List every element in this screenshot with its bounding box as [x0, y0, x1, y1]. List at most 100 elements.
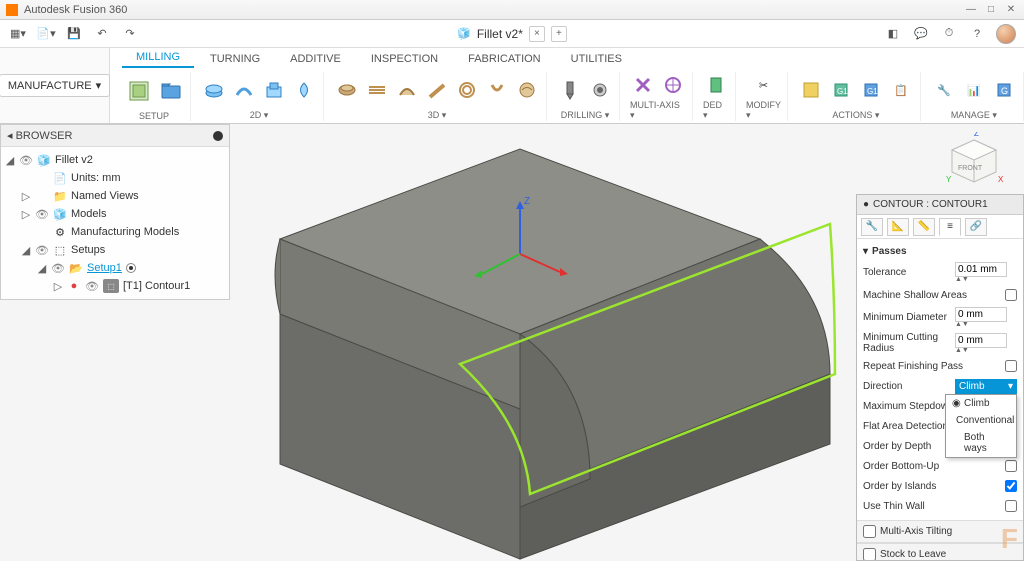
simulate-icon[interactable]: G1	[828, 77, 854, 103]
order-islands-checkbox[interactable]	[1005, 480, 1017, 492]
task-manager-icon[interactable]: 📊	[961, 77, 987, 103]
scissors-icon[interactable]: ✂	[750, 72, 776, 98]
bullet-icon: ●	[863, 199, 869, 210]
tree-units[interactable]: 📄Units: mm	[5, 169, 225, 187]
redo-button[interactable]: ↷	[120, 24, 140, 44]
repeat-checkbox[interactable]	[1005, 360, 1017, 372]
model-body[interactable]	[275, 149, 830, 559]
notifications-icon[interactable]: 💬	[912, 25, 930, 43]
direction-option-climb[interactable]: ◉Climb	[946, 395, 1016, 412]
tree-named-views[interactable]: ▷📁Named Views	[5, 187, 225, 205]
contour3d-icon[interactable]	[394, 77, 420, 103]
group-2d: 2D ▾	[195, 72, 324, 121]
data-panel-button[interactable]: ▦▾	[8, 24, 28, 44]
quick-access-toolbar: ▦▾ 📄▾ 💾 ↶ ↷	[8, 24, 140, 44]
direction-option-both[interactable]: Both ways	[946, 429, 1016, 457]
tolerance-label: Tolerance	[863, 267, 955, 278]
workspace-switcher[interactable]: MANUFACTURE ▾	[0, 48, 110, 123]
ribbon-tabs: MILLING TURNING ADDITIVE INSPECTION FABR…	[110, 48, 1024, 68]
undo-button[interactable]: ↶	[92, 24, 112, 44]
tree-setups[interactable]: ◢👁⬚Setups	[5, 241, 225, 259]
tab-linking[interactable]: 🔗	[965, 218, 987, 236]
contour2d-icon[interactable]	[231, 77, 257, 103]
user-avatar[interactable]	[996, 24, 1016, 44]
help-icon[interactable]: ?	[968, 25, 986, 43]
group-setup: SETUP	[118, 72, 191, 121]
job-status-icon[interactable]: ⏱	[940, 25, 958, 43]
min-rad-input[interactable]	[955, 333, 1007, 348]
tab-utilities[interactable]: UTILITIES	[557, 50, 636, 68]
close-button[interactable]: ✕	[1004, 3, 1018, 17]
tree-setup1[interactable]: ◢👁📂Setup1	[5, 259, 225, 277]
tree-contour1[interactable]: ▷●👁⬚[T1] Contour1	[5, 277, 225, 295]
face-icon[interactable]	[201, 77, 227, 103]
adaptive2d-icon[interactable]	[291, 77, 317, 103]
active-setup-icon[interactable]	[126, 263, 136, 273]
tab-turning[interactable]: TURNING	[196, 50, 274, 68]
shallow-label: Machine Shallow Areas	[863, 290, 1005, 301]
tolerance-input[interactable]	[955, 262, 1007, 277]
manage-icon[interactable]: G	[991, 77, 1017, 103]
direction-dropdown[interactable]: Climb▾	[955, 379, 1017, 394]
workspace-label: MANUFACTURE	[8, 80, 92, 92]
order-bottom-checkbox[interactable]	[1005, 460, 1017, 472]
tab-fabrication[interactable]: FABRICATION	[454, 50, 555, 68]
tab-geometry[interactable]: 📐	[887, 218, 909, 236]
browser-header[interactable]: ◂ BROWSER	[1, 125, 229, 147]
tab-heights[interactable]: 📏	[913, 218, 935, 236]
save-button[interactable]: 💾	[64, 24, 84, 44]
tree-mfg-models[interactable]: ⚙Manufacturing Models	[5, 223, 225, 241]
parallel-icon[interactable]	[364, 77, 390, 103]
tab-close-button[interactable]: ×	[529, 26, 545, 42]
folder-icon[interactable]	[158, 78, 184, 104]
drill-icon[interactable]	[557, 77, 583, 103]
group-ded: DED ▾	[697, 72, 736, 121]
new-tab-button[interactable]: +	[551, 26, 567, 42]
postprocess-icon[interactable]: G1	[858, 77, 884, 103]
pencil-icon[interactable]	[484, 77, 510, 103]
file-menu-button[interactable]: 📄▾	[36, 24, 56, 44]
min-dia-input[interactable]	[955, 307, 1007, 322]
minimize-button[interactable]: —	[964, 3, 978, 17]
tab-tool[interactable]: 🔧	[861, 218, 883, 236]
view-cube[interactable]: FRONT Z X Y	[944, 132, 1004, 192]
tab-inspection[interactable]: INSPECTION	[357, 50, 452, 68]
viewport[interactable]: Z ◂ BROWSER ◢👁🧊Fillet v2 📄Units: mm ▷📁Na…	[0, 124, 1024, 561]
tree-models[interactable]: ▷👁🧊Models	[5, 205, 225, 223]
section-multi-axis[interactable]: Multi-Axis Tilting	[857, 520, 1023, 543]
tab-milling[interactable]: MILLING	[122, 48, 194, 68]
direction-label: Direction	[863, 381, 955, 392]
tab-additive[interactable]: ADDITIVE	[276, 50, 355, 68]
scallop-icon[interactable]	[514, 77, 540, 103]
extensions-icon[interactable]: ◧	[884, 25, 902, 43]
tab-passes[interactable]: ≡	[939, 218, 961, 236]
multiaxis-icon[interactable]	[660, 72, 686, 98]
tool-library-icon[interactable]: 🔧	[931, 77, 957, 103]
section-passes-header[interactable]: ▾ Passes	[863, 243, 1017, 260]
svg-text:G: G	[1001, 86, 1008, 96]
document-tab-title[interactable]: Fillet v2*	[477, 27, 523, 41]
shallow-checkbox[interactable]	[1005, 289, 1017, 301]
ramp-icon[interactable]	[424, 77, 450, 103]
min-rad-label: Minimum Cutting Radius	[863, 332, 955, 354]
thin-wall-checkbox[interactable]	[1005, 500, 1017, 512]
generate-icon[interactable]	[798, 77, 824, 103]
setup-sheet-icon[interactable]: 📋	[888, 77, 914, 103]
pocket-icon[interactable]	[261, 77, 287, 103]
ded-icon[interactable]	[703, 72, 729, 98]
svg-text:Z: Z	[974, 132, 979, 138]
setup-icon[interactable]	[124, 76, 154, 106]
contour-header[interactable]: ● CONTOUR : CONTOUR1	[857, 195, 1023, 215]
swarf-icon[interactable]	[630, 72, 656, 98]
hole-icon[interactable]	[587, 77, 613, 103]
min-dia-label: Minimum Diameter	[863, 312, 955, 323]
group-actions: G1 G1 📋 ACTIONS ▾	[792, 72, 921, 121]
section-stock[interactable]: Stock to Leave	[857, 543, 1023, 561]
horizontal-icon[interactable]	[454, 77, 480, 103]
adaptive3d-icon[interactable]	[334, 77, 360, 103]
browser-settings-icon[interactable]	[213, 131, 223, 141]
tree-root[interactable]: ◢👁🧊Fillet v2	[5, 151, 225, 169]
tolerance-spinner[interactable]: ▲▼	[955, 277, 965, 283]
direction-option-conventional[interactable]: Conventional	[946, 412, 1016, 429]
maximize-button[interactable]: □	[984, 3, 998, 17]
